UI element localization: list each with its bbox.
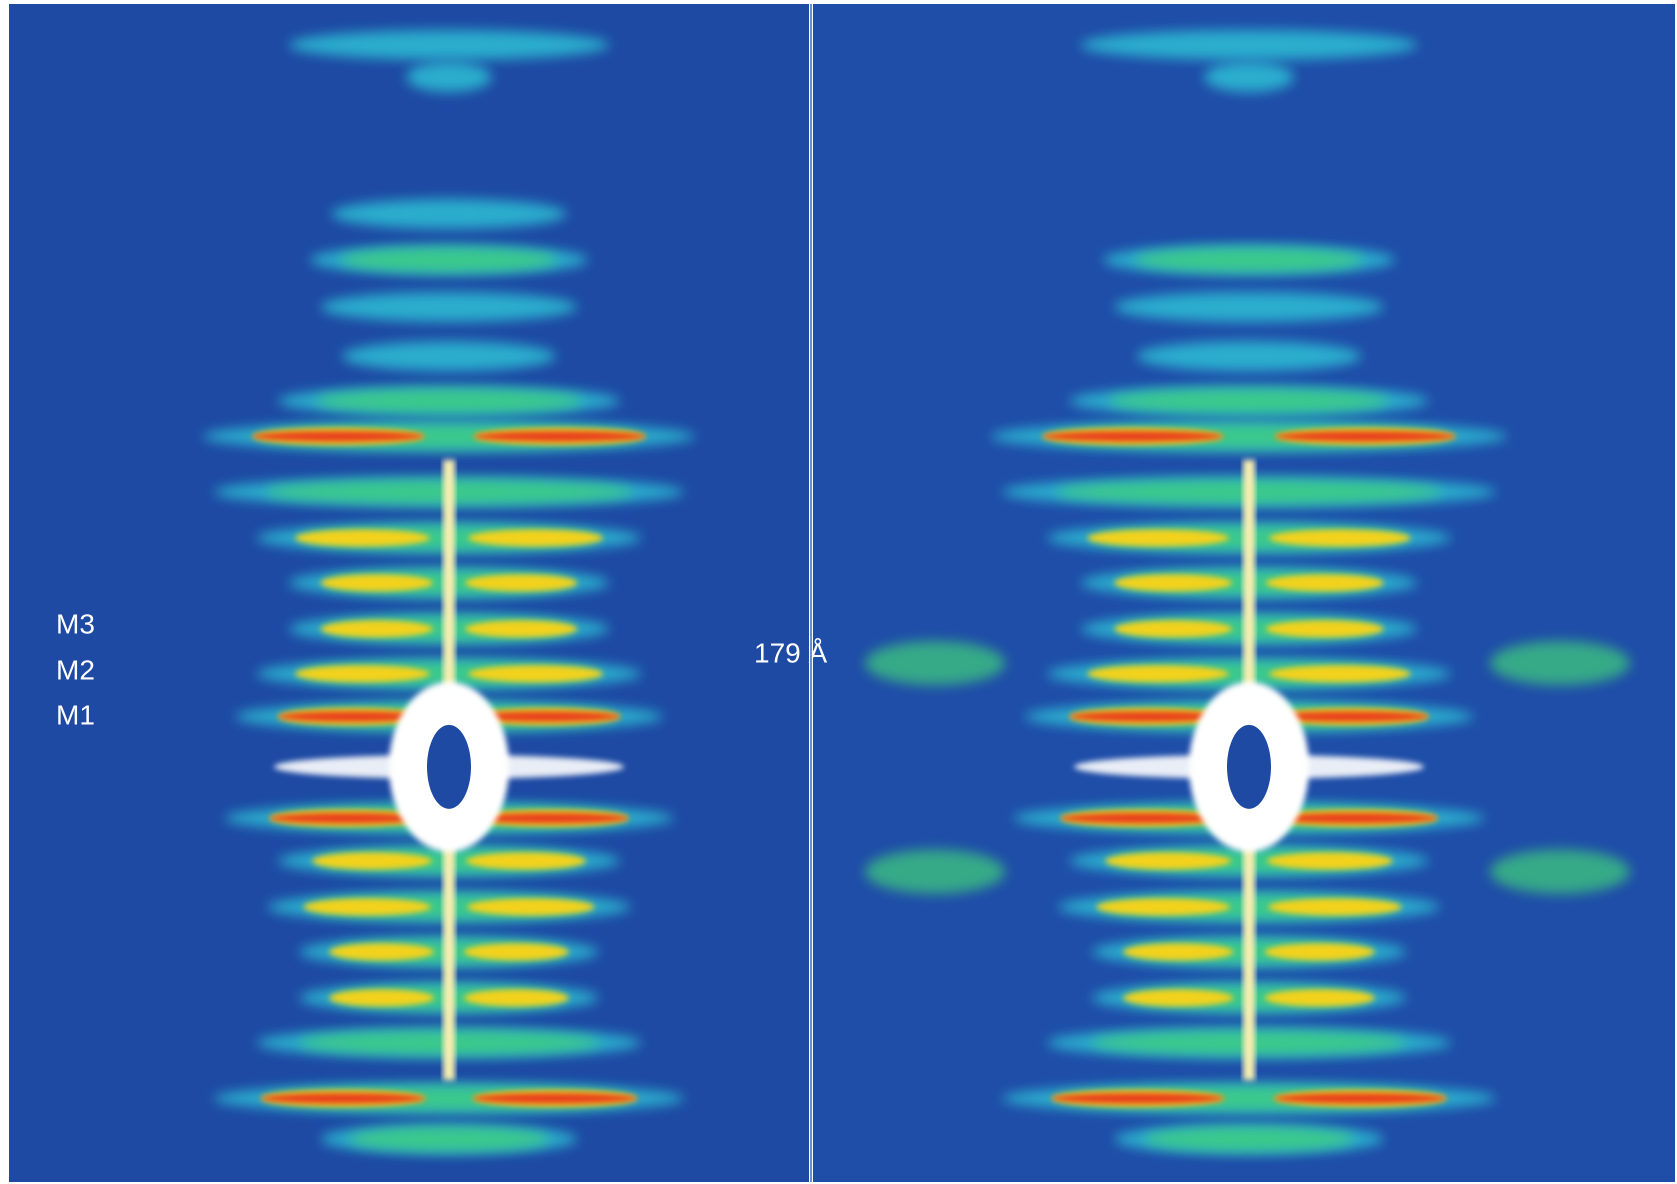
- streak-core: [261, 1093, 426, 1104]
- streak-core: [1268, 898, 1402, 915]
- streak-core: [321, 574, 433, 591]
- streak-core: [1087, 665, 1228, 682]
- streak: [331, 199, 566, 229]
- streak-core: [465, 574, 577, 591]
- streak-core: [1087, 529, 1228, 546]
- streak: [289, 30, 610, 60]
- streak: [1081, 30, 1418, 60]
- streak-core: [1266, 574, 1384, 591]
- streak-core: [473, 1093, 638, 1104]
- streak-core: [1051, 1093, 1224, 1104]
- streak-core: [1275, 431, 1456, 442]
- streak: [349, 1127, 549, 1151]
- streak-core: [1269, 529, 1410, 546]
- streak-core: [329, 989, 434, 1006]
- streak-core: [1266, 620, 1384, 637]
- streak-core: [466, 852, 586, 869]
- streak-core: [1042, 431, 1223, 442]
- streak-core: [464, 989, 569, 1006]
- off-meridian-blob: [1490, 641, 1630, 685]
- streak: [1144, 1127, 1354, 1151]
- streak: [1137, 341, 1362, 371]
- streak: [341, 248, 558, 272]
- streak-core: [1105, 852, 1231, 869]
- layer-line-label: M3: [56, 608, 95, 639]
- streak-core: [464, 943, 569, 960]
- off-meridian-blob: [865, 850, 1005, 894]
- streak-core: [467, 898, 594, 915]
- streak: [321, 292, 578, 322]
- streak-core: [1114, 574, 1232, 591]
- streak: [1114, 292, 1384, 322]
- beam-stop: [427, 725, 471, 809]
- streak-core: [468, 665, 603, 682]
- streak: [316, 389, 583, 413]
- layer-line-label: M1: [56, 699, 95, 730]
- streak-core: [1269, 665, 1410, 682]
- streak-core: [329, 943, 434, 960]
- off-meridian-blob: [865, 641, 1005, 685]
- off-meridian-blob: [1490, 850, 1630, 894]
- streak-core: [295, 665, 430, 682]
- streak-core: [1265, 989, 1375, 1006]
- streak: [1204, 62, 1294, 92]
- streak: [342, 341, 556, 371]
- streak-core: [312, 852, 432, 869]
- beam-stop: [1227, 725, 1271, 809]
- streak-core: [1274, 1093, 1447, 1104]
- diffraction-figure: M3 M2 M1 179 Å: [0, 0, 1677, 1184]
- streak-core: [1123, 989, 1233, 1006]
- streak-core: [304, 898, 431, 915]
- streak-core: [321, 620, 433, 637]
- spacing-label: 179 Å: [754, 637, 827, 668]
- streak-core: [1123, 943, 1233, 960]
- streak-core: [252, 431, 424, 442]
- streak-core: [1267, 852, 1393, 869]
- layer-line-label: M2: [56, 654, 95, 685]
- streak-core: [1114, 620, 1232, 637]
- streak-core: [295, 529, 430, 546]
- streak: [1109, 389, 1389, 413]
- streak-core: [1096, 898, 1230, 915]
- streak-core: [468, 529, 603, 546]
- streak-core: [1265, 943, 1375, 960]
- streak-core: [474, 431, 646, 442]
- streak: [406, 62, 492, 92]
- streak-core: [465, 620, 577, 637]
- page: M3 M2 M1 179 Å (() => { const data = JSO…: [0, 0, 1677, 1184]
- streak: [1135, 248, 1363, 272]
